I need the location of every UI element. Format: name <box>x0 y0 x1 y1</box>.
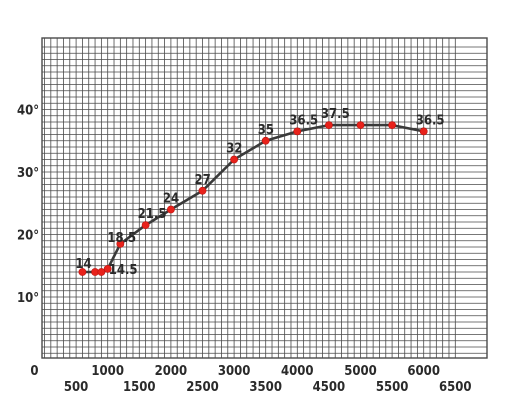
x-tick-label: 6000 <box>407 364 440 379</box>
data-point <box>78 268 87 276</box>
y-axis-ticks: 10° 20° 30° 40° <box>17 104 39 307</box>
data-label: 14 <box>75 257 91 272</box>
x-tick-label: 5000 <box>344 364 377 379</box>
plot-frame <box>41 37 488 359</box>
data-label: 36.5 <box>416 113 445 128</box>
data-label: 35 <box>258 123 274 138</box>
data-point <box>166 205 175 214</box>
marker-group <box>78 121 428 276</box>
data-label: 21.5 <box>138 207 167 222</box>
x-tick-label: 2500 <box>186 380 219 395</box>
data-label: 32 <box>226 142 242 157</box>
data-label: 24 <box>163 192 179 207</box>
data-point <box>293 127 302 136</box>
data-label: 18.5 <box>107 231 136 246</box>
data-label: 37.5 <box>321 107 350 122</box>
x-tick-label: 1500 <box>123 380 156 395</box>
data-point <box>230 155 238 164</box>
data-point <box>356 121 365 130</box>
data-point <box>261 136 270 145</box>
x-tick-label: 3000 <box>218 364 251 379</box>
x-tick-label: 500 <box>64 380 88 395</box>
data-point <box>198 186 207 195</box>
x-axis-ticks: 0 500100015002000250030003500400045005000… <box>30 364 471 395</box>
data-point <box>419 127 428 136</box>
data-point <box>141 221 150 230</box>
x-tick-label: 4000 <box>281 364 314 379</box>
data-label: 27 <box>195 173 211 188</box>
y-tick-label: 40° <box>17 104 39 119</box>
x-tick-label: 0 <box>30 364 38 379</box>
x-tick-label: 4500 <box>313 380 346 395</box>
data-point <box>116 239 125 248</box>
x-tick-label: 5500 <box>376 380 409 395</box>
y-tick-label: 10° <box>17 291 39 306</box>
data-point <box>388 121 396 130</box>
data-label: 14.5 <box>109 263 138 278</box>
grid <box>41 37 488 359</box>
data-label: 36.5 <box>289 113 318 128</box>
y-tick-label: 20° <box>17 229 39 244</box>
x-tick-label: 6500 <box>439 380 472 395</box>
data-point <box>324 121 333 130</box>
y-tick-label: 30° <box>17 166 39 181</box>
data-point <box>97 268 106 276</box>
x-tick-label: 3500 <box>249 380 282 395</box>
data-point <box>103 264 112 273</box>
x-tick-label: 2000 <box>155 364 188 379</box>
x-tick-label: 1000 <box>91 364 124 379</box>
